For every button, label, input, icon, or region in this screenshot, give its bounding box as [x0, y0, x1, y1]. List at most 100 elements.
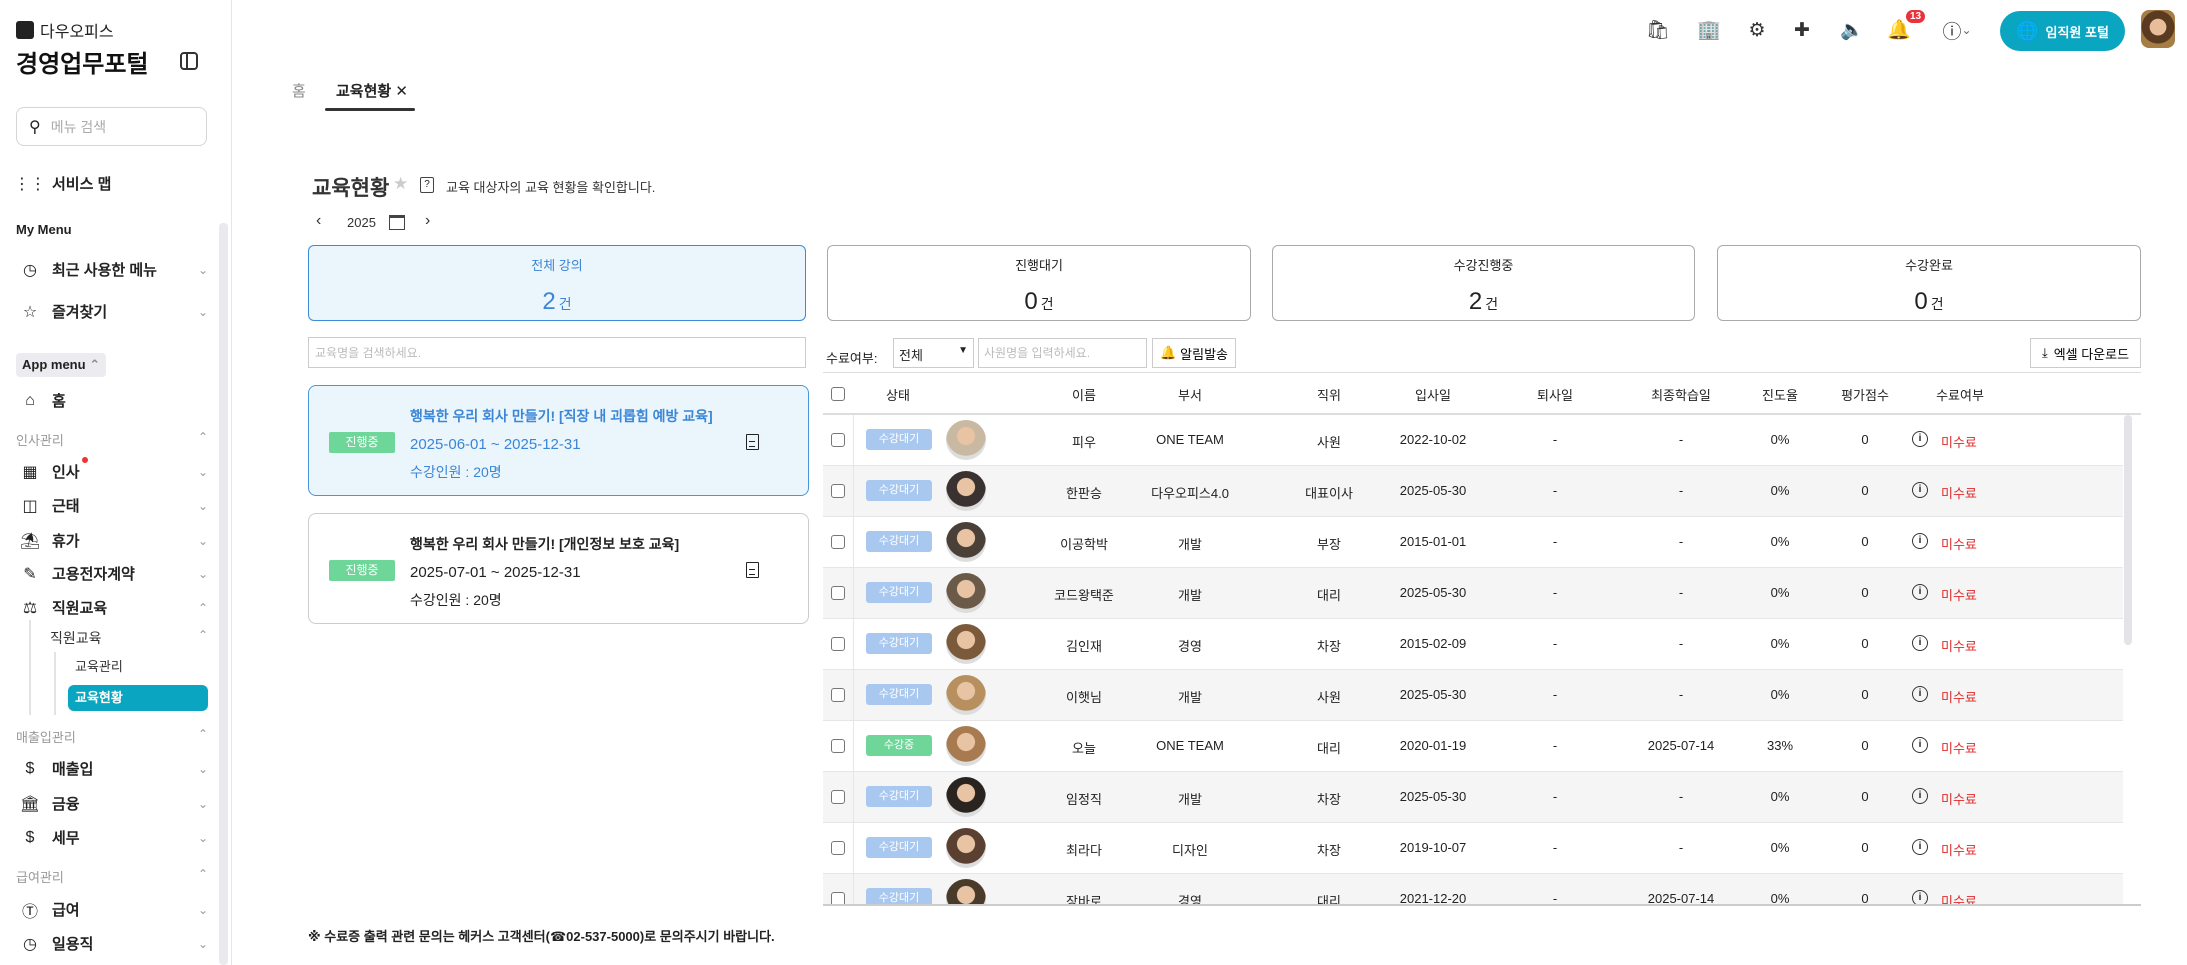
info-icon[interactable]: i	[1912, 533, 1928, 549]
speaker-icon[interactable]: 🔈	[1840, 20, 1864, 41]
cell-last: -	[1678, 789, 1684, 804]
sidebar-item-insa[interactable]: ▦ 인사 ⌄	[20, 457, 208, 482]
sidebar-item-recent[interactable]: ◷ 최근 사용한 메뉴 ⌄	[20, 259, 208, 280]
table-row[interactable]: 수강대기 최라다 디자인 차장 2019-10-07 - - 0% 0 i 미수료	[823, 823, 2123, 874]
table-row[interactable]: 수강대기 이공학박 개발 부장 2015-01-01 - - 0% 0 i 미수료	[823, 517, 2123, 568]
sidebar-item-home[interactable]: ⌂ 홈	[20, 390, 208, 411]
sidebar-scrollbar[interactable]	[219, 223, 228, 965]
sidebar-item-vacation[interactable]: ⛱ 휴가 ⌄	[20, 530, 208, 551]
document-icon[interactable]	[746, 434, 759, 450]
close-icon[interactable]: ✕	[395, 83, 408, 100]
row-checkbox[interactable]	[831, 586, 845, 600]
sidebar-item-sales[interactable]: $ 매출입 ⌄	[20, 758, 208, 779]
summary-card-waiting[interactable]: 진행대기 0 건	[827, 245, 1251, 321]
row-checkbox[interactable]	[831, 790, 845, 804]
table-row[interactable]: 수강대기 코드왕택준 개발 대리 2025-05-30 - - 0% 0 i 미수료	[823, 568, 2123, 619]
table-scrollbar[interactable]	[2124, 415, 2132, 645]
chevron-up-icon: ⌃	[197, 628, 208, 642]
send-alarm-button[interactable]: 🔔 알림발송	[1152, 338, 1236, 368]
sidebar-item-daily[interactable]: ◷ 일용직 ⌄	[20, 933, 208, 954]
sidebar-item-tax[interactable]: $ 세무 ⌄	[20, 827, 208, 848]
info-icon[interactable]: i	[1912, 584, 1928, 600]
plus-cross-icon[interactable]: ✚	[1794, 19, 1810, 41]
gear-icon[interactable]: ⚙	[1748, 19, 1766, 41]
sidebar-item-attendance[interactable]: ◫ 근태 ⌄	[20, 495, 208, 516]
sidebar-subitem-manage[interactable]: 교육관리	[75, 659, 123, 674]
table-row[interactable]: 수강대기 김인재 경영 차장 2015-02-09 - - 0% 0 i 미수료	[823, 619, 2123, 670]
company-logo[interactable]: 다우오피스	[16, 18, 114, 42]
info-icon[interactable]: i	[1912, 686, 1928, 702]
sidebar-item-contract[interactable]: ✎ 고용전자계약 ⌄	[20, 563, 208, 584]
course-card[interactable]: 진행중 행복한 우리 회사 만들기! [개인정보 보호 교육] 2025-07-…	[308, 513, 809, 624]
info-icon[interactable]: i	[1912, 431, 1928, 447]
sidebar-subitem-education[interactable]: 직원교육 ⌃	[50, 628, 208, 648]
row-checkbox[interactable]	[831, 688, 845, 702]
sidebar-item-salary[interactable]: Ⓣ 급여 ⌄	[20, 899, 208, 921]
menu-search[interactable]: ⚲	[16, 107, 207, 146]
course-search-input[interactable]	[308, 337, 806, 368]
sidebar-item-education[interactable]: ⚖ 직원교육 ⌃	[20, 597, 208, 618]
summary-card-completed[interactable]: 수강완료 0 건	[1717, 245, 2141, 321]
tab-education-status[interactable]: 교육현황 ✕	[336, 80, 408, 101]
app-menu-toggle[interactable]: App menu ⌃	[16, 353, 107, 377]
table-row[interactable]: 수강중 오늘 ONE TEAM 대리 2020-01-19 - 2025-07-14 33% 0…	[823, 721, 2123, 772]
sidebar-item-finance[interactable]: 🏛 금융 ⌄	[20, 793, 208, 814]
info-icon[interactable]: i	[1912, 788, 1928, 804]
section-sales[interactable]: 매출입관리 ⌃	[16, 727, 208, 746]
summary-card-total[interactable]: 전체 강의 2 건	[308, 245, 806, 321]
document-icon[interactable]	[746, 562, 759, 578]
sidebar-item-favorites[interactable]: ☆ 즐겨찾기 ⌄	[20, 301, 208, 322]
cell-name: 최라다	[1066, 843, 1102, 858]
summary-card-in-progress[interactable]: 수강진행중 2 건	[1272, 245, 1695, 321]
info-icon[interactable]: i	[1912, 839, 1928, 855]
shop-settings-icon[interactable]: 🛍	[1645, 20, 1671, 41]
row-checkbox[interactable]	[831, 637, 845, 651]
table-row[interactable]: 수강대기 장바로 경영 대리 2021-12-20 - 2025-07-14 0% 0 i 미수료	[823, 874, 2123, 904]
info-icon[interactable]: i	[1912, 635, 1928, 651]
row-checkbox[interactable]	[831, 484, 845, 498]
label: 급여	[52, 902, 80, 919]
table-row[interactable]: 수강대기 임정직 개발 차장 2025-05-30 - - 0% 0 i 미수료	[823, 772, 2123, 823]
course-card[interactable]: 진행중 행복한 우리 회사 만들기! [직장 내 괴롭힘 예방 교육] 2025…	[308, 385, 809, 496]
row-checkbox[interactable]	[831, 535, 845, 549]
cell-position: 부장	[1317, 537, 1341, 552]
avatar	[946, 675, 986, 715]
tab-home[interactable]: 홈	[292, 83, 306, 100]
completion-status: 미수료	[1941, 843, 1977, 858]
row-checkbox[interactable]	[831, 841, 845, 855]
section-payroll[interactable]: 급여관리 ⌃	[16, 867, 208, 886]
bell-icon[interactable]: 🔔	[1887, 20, 1911, 41]
info-icon[interactable]: i	[1912, 482, 1928, 498]
course-name: 행복한 우리 회사 만들기! [개인정보 보호 교육]	[410, 536, 680, 552]
user-avatar[interactable]	[2141, 10, 2175, 48]
info-icon[interactable]: i	[1912, 890, 1928, 904]
table-row[interactable]: 수강대기 피우 ONE TEAM 사원 2022-10-02 - - 0% 0 i 미수료	[823, 415, 2123, 466]
next-year-button[interactable]: ›	[425, 212, 431, 229]
section-hr[interactable]: 인사관리 ⌃	[16, 430, 208, 449]
column-header: 입사일	[1415, 388, 1451, 403]
row-checkbox[interactable]	[831, 433, 845, 447]
employee-portal-button[interactable]: 🌐 임직원 포털	[2000, 11, 2125, 51]
table-row[interactable]: 수강대기 이햇님 개발 사원 2025-05-30 - - 0% 0 i 미수료	[823, 670, 2123, 721]
active-tab-indicator	[325, 108, 415, 111]
row-checkbox[interactable]	[831, 892, 845, 904]
favorite-star-icon[interactable]: ★	[393, 174, 409, 193]
menu-search-input[interactable]	[50, 118, 181, 135]
building-link-icon[interactable]: 🏢	[1697, 20, 1721, 41]
info-icon[interactable]: i	[1912, 737, 1928, 753]
cell-hired: 2025-05-30	[1399, 687, 1467, 702]
calendar-icon[interactable]	[389, 215, 405, 230]
employee-name-input[interactable]	[978, 338, 1147, 368]
sidebar-subitem-status[interactable]: 교육현황	[68, 685, 208, 711]
prev-year-button[interactable]: ‹	[316, 212, 322, 229]
select-all-checkbox[interactable]	[831, 387, 845, 401]
row-checkbox[interactable]	[831, 739, 845, 753]
service-map[interactable]: ⋮⋮ 서비스 맵	[14, 173, 208, 194]
label: 홈	[52, 393, 66, 410]
help-menu[interactable]: ⓘ ⌄	[1935, 18, 1979, 43]
excel-download-button[interactable]: ⤓ 엑셀 다운로드	[2030, 338, 2141, 368]
table-row[interactable]: 수강대기 한판승 다우오피스4.0 대표이사 2025-05-30 - - 0% 0 i 미수료	[823, 466, 2123, 517]
sidebar-toggle-icon[interactable]	[180, 52, 198, 70]
help-book-icon[interactable]: ?	[420, 177, 434, 193]
completion-filter-select[interactable]: 전체 ▼	[893, 338, 974, 368]
